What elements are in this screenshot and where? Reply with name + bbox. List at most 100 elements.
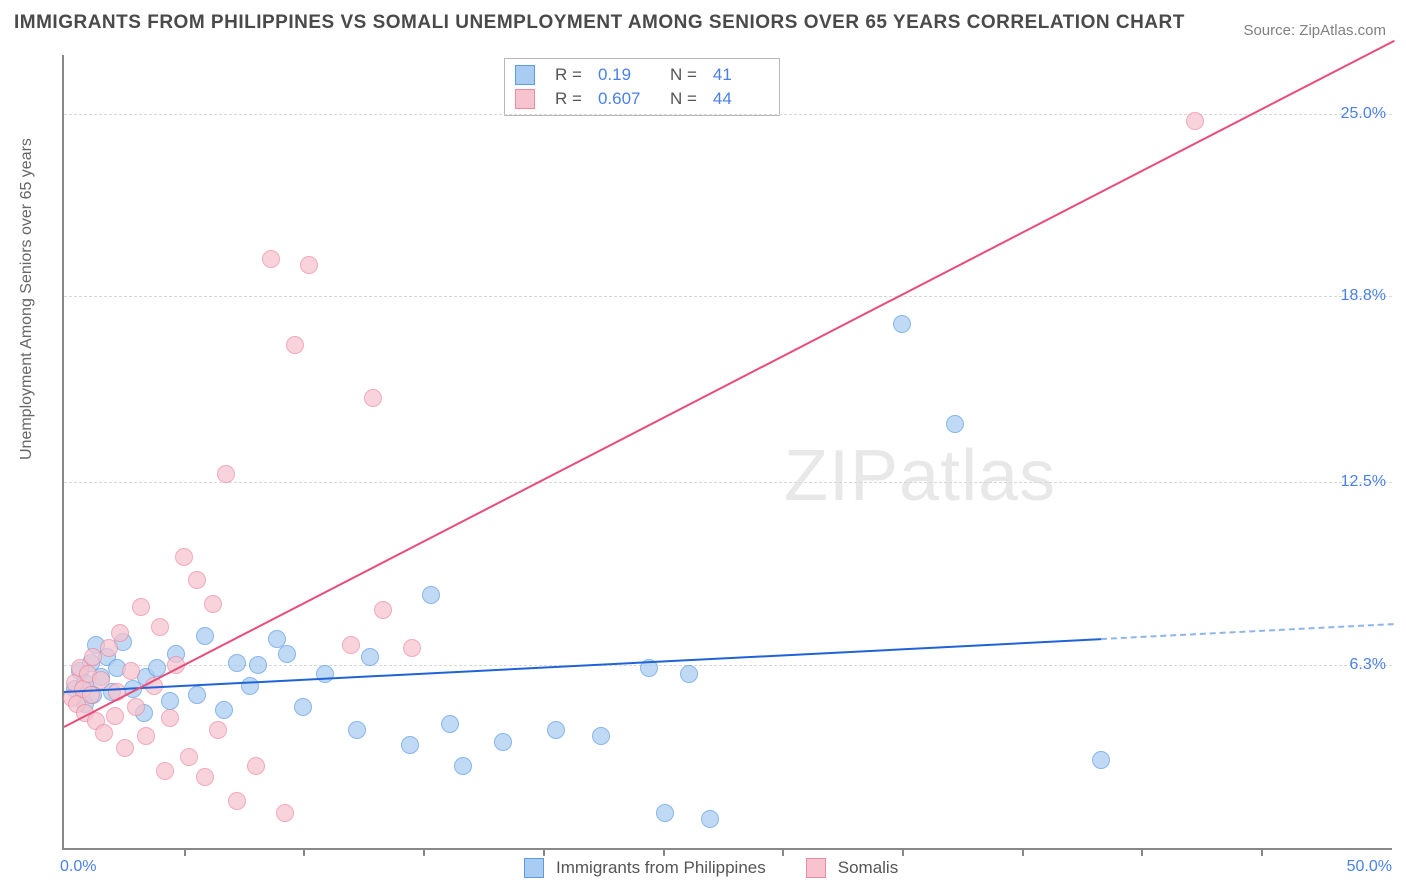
data-point	[361, 648, 379, 666]
n-value-philippines: 41	[713, 65, 769, 85]
watermark-atlas: atlas	[899, 436, 1056, 516]
source-attribution: Source: ZipAtlas.com	[1243, 22, 1386, 39]
data-point	[946, 415, 964, 433]
data-point	[132, 598, 150, 616]
x-tick	[782, 848, 784, 856]
y-axis-label: Unemployment Among Seniors over 65 years	[18, 138, 36, 460]
data-point	[156, 762, 174, 780]
data-point	[196, 627, 214, 645]
data-point	[127, 698, 145, 716]
data-point	[215, 701, 233, 719]
legend-label-somalis: Somalis	[838, 858, 898, 878]
data-point	[188, 686, 206, 704]
data-point	[374, 601, 392, 619]
swatch-somalis	[806, 858, 826, 878]
chart-title: IMMIGRANTS FROM PHILIPPINES VS SOMALI UN…	[14, 12, 1185, 34]
x-min-label: 0.0%	[60, 858, 96, 876]
data-point	[175, 548, 193, 566]
data-point	[342, 636, 360, 654]
x-tick	[1141, 848, 1143, 856]
watermark-zip: ZIP	[784, 436, 899, 516]
data-point	[893, 315, 911, 333]
gridline	[64, 482, 1392, 483]
data-point	[209, 721, 227, 739]
legend-row-somalis: R = 0.607 N = 44	[515, 87, 769, 111]
data-point	[116, 739, 134, 757]
data-point	[188, 571, 206, 589]
data-point	[680, 665, 698, 683]
data-point	[100, 639, 118, 657]
n-label: N =	[670, 89, 697, 109]
trend-line	[1101, 623, 1394, 640]
data-point	[316, 665, 334, 683]
y-tick-label: 25.0%	[1341, 105, 1386, 123]
data-point	[300, 256, 318, 274]
data-point	[204, 595, 222, 613]
data-point	[422, 586, 440, 604]
x-max-label: 50.0%	[1347, 858, 1392, 876]
data-point	[196, 768, 214, 786]
data-point	[454, 757, 472, 775]
data-point	[228, 654, 246, 672]
data-point	[441, 715, 459, 733]
data-point	[122, 662, 140, 680]
x-tick	[303, 848, 305, 856]
r-value-philippines: 0.19	[598, 65, 654, 85]
data-point	[95, 724, 113, 742]
data-point	[364, 389, 382, 407]
x-tick	[902, 848, 904, 856]
x-tick	[184, 848, 186, 856]
data-point	[217, 465, 235, 483]
x-tick	[1022, 848, 1024, 856]
data-point	[247, 757, 265, 775]
x-tick	[423, 848, 425, 856]
scatter-plot-area: ZIPatlas R = 0.19 N = 41 R = 0.607 N = 4…	[62, 55, 1392, 850]
data-point	[106, 707, 124, 725]
data-point	[92, 671, 110, 689]
swatch-philippines	[515, 65, 535, 85]
data-point	[401, 736, 419, 754]
data-point	[1092, 751, 1110, 769]
series-legend: Immigrants from Philippines Somalis	[524, 858, 898, 878]
data-point	[262, 250, 280, 268]
data-point	[403, 639, 421, 657]
n-value-somalis: 44	[713, 89, 769, 109]
x-tick	[663, 848, 665, 856]
y-tick-label: 6.3%	[1350, 656, 1386, 674]
swatch-philippines	[524, 858, 544, 878]
data-point	[276, 804, 294, 822]
data-point	[161, 692, 179, 710]
legend-item-somalis: Somalis	[806, 858, 898, 878]
r-label: R =	[555, 65, 582, 85]
r-label: R =	[555, 89, 582, 109]
legend-item-philippines: Immigrants from Philippines	[524, 858, 766, 878]
data-point	[278, 645, 296, 663]
data-point	[294, 698, 312, 716]
data-point	[151, 618, 169, 636]
watermark: ZIPatlas	[784, 435, 1056, 517]
swatch-somalis	[515, 89, 535, 109]
data-point	[547, 721, 565, 739]
x-tick	[543, 848, 545, 856]
x-tick	[1261, 848, 1263, 856]
legend-row-philippines: R = 0.19 N = 41	[515, 63, 769, 87]
trend-line	[64, 40, 1395, 728]
data-point	[701, 810, 719, 828]
gridline	[64, 296, 1392, 297]
data-point	[656, 804, 674, 822]
r-value-somalis: 0.607	[598, 89, 654, 109]
data-point	[241, 677, 259, 695]
correlation-legend: R = 0.19 N = 41 R = 0.607 N = 44	[504, 58, 780, 116]
data-point	[348, 721, 366, 739]
data-point	[111, 624, 129, 642]
data-point	[592, 727, 610, 745]
y-tick-label: 18.8%	[1341, 287, 1386, 305]
data-point	[286, 336, 304, 354]
data-point	[494, 733, 512, 751]
data-point	[161, 709, 179, 727]
data-point	[228, 792, 246, 810]
data-point	[249, 656, 267, 674]
y-tick-label: 12.5%	[1341, 473, 1386, 491]
data-point	[180, 748, 198, 766]
legend-label-philippines: Immigrants from Philippines	[556, 858, 766, 878]
